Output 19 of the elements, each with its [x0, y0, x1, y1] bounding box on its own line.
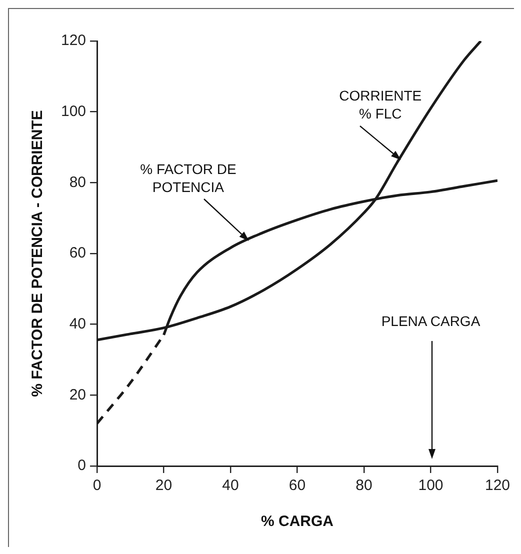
x-tick-label: 0 [92, 477, 102, 494]
y-axis-title: % FACTOR DE POTENCIA - CORRIENTE [29, 110, 46, 397]
x-tick-label: 20 [155, 477, 172, 494]
y-tick-label: 100 [60, 102, 86, 120]
x-axis-title: % CARGA [261, 513, 334, 530]
annotation: PLENA CARGA [381, 313, 481, 329]
x-tick-label: 60 [288, 477, 306, 494]
y-tick-label: 20 [69, 386, 86, 404]
x-tick-label: 120 [484, 477, 510, 494]
y-tick-label: 80 [69, 174, 86, 191]
annotation: % FACTOR DE POTENCIA [140, 161, 236, 196]
x-tick-label: 80 [356, 477, 372, 494]
x-tick-label: 40 [222, 477, 239, 494]
x-tick-label: 100 [418, 477, 444, 494]
y-tick-label: 40 [69, 315, 86, 332]
y-tick-label: 60 [69, 244, 86, 262]
annotation: CORRIENTE % FLC [339, 88, 422, 122]
y-tick-label: 0 [78, 457, 86, 474]
y-tick-label: 120 [60, 32, 86, 50]
